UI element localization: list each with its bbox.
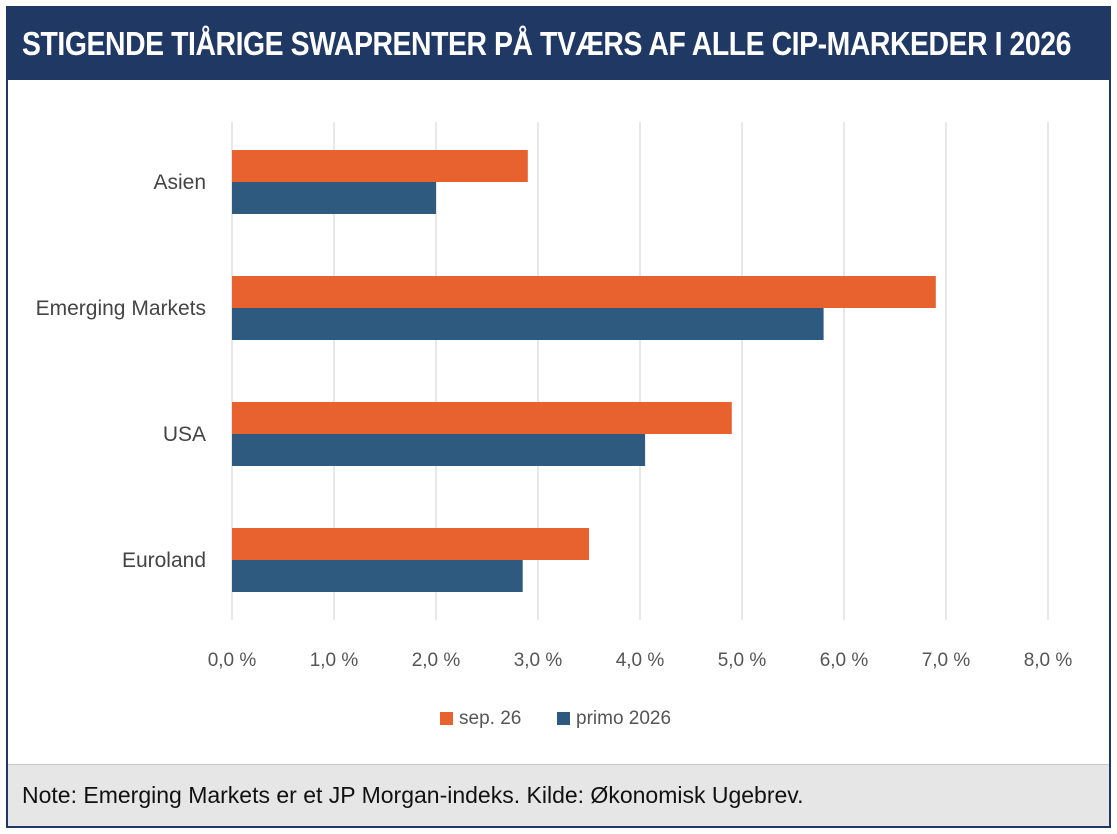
source-note: Note: Emerging Markets er et JP Morgan-i…	[22, 782, 804, 808]
x-tick-label: 1,0 %	[310, 650, 359, 671]
x-tick-label: 3,0 %	[514, 650, 563, 671]
bar-sep-26	[232, 528, 589, 560]
bar-primo-2026	[232, 308, 824, 340]
x-tick-label: 0,0 %	[208, 650, 257, 671]
legend-swatch	[440, 712, 453, 725]
bar-primo-2026	[232, 182, 436, 214]
x-tick-label: 6,0 %	[820, 650, 869, 671]
bar-primo-2026	[232, 560, 523, 592]
bar-primo-2026	[232, 434, 646, 466]
bar-sep-26	[232, 276, 936, 308]
chart-frame: STIGENDE TIÅRIGE SWAPRENTER PÅ TVÆRS AF …	[6, 6, 1111, 828]
note-bar: Note: Emerging Markets er et JP Morgan-i…	[8, 764, 1109, 826]
x-tick-label: 4,0 %	[616, 650, 665, 671]
category-label: Emerging Markets	[36, 297, 206, 320]
x-tick-label: 5,0 %	[718, 650, 767, 671]
chart-title: STIGENDE TIÅRIGE SWAPRENTER PÅ TVÆRS AF …	[22, 25, 1071, 62]
x-tick-label: 8,0 %	[1024, 650, 1073, 671]
legend-label: sep. 26	[459, 708, 521, 729]
category-label: Asien	[153, 171, 206, 194]
legend-swatch	[557, 712, 570, 725]
bar-chart: Asien Emerging Markets USA Euroland 0,0 % 1,…	[36, 122, 1073, 729]
category-label: USA	[163, 423, 206, 446]
x-tick-label: 7,0 %	[922, 650, 971, 671]
chart-area: Asien Emerging Markets USA Euroland 0,0 % 1,…	[8, 80, 1109, 762]
bar-sep-26	[232, 150, 528, 182]
legend-label: primo 2026	[576, 708, 671, 729]
title-bar: STIGENDE TIÅRIGE SWAPRENTER PÅ TVÆRS AF …	[8, 8, 1109, 80]
x-tick-label: 2,0 %	[412, 650, 461, 671]
bar-sep-26	[232, 402, 732, 434]
category-label: Euroland	[122, 549, 206, 572]
